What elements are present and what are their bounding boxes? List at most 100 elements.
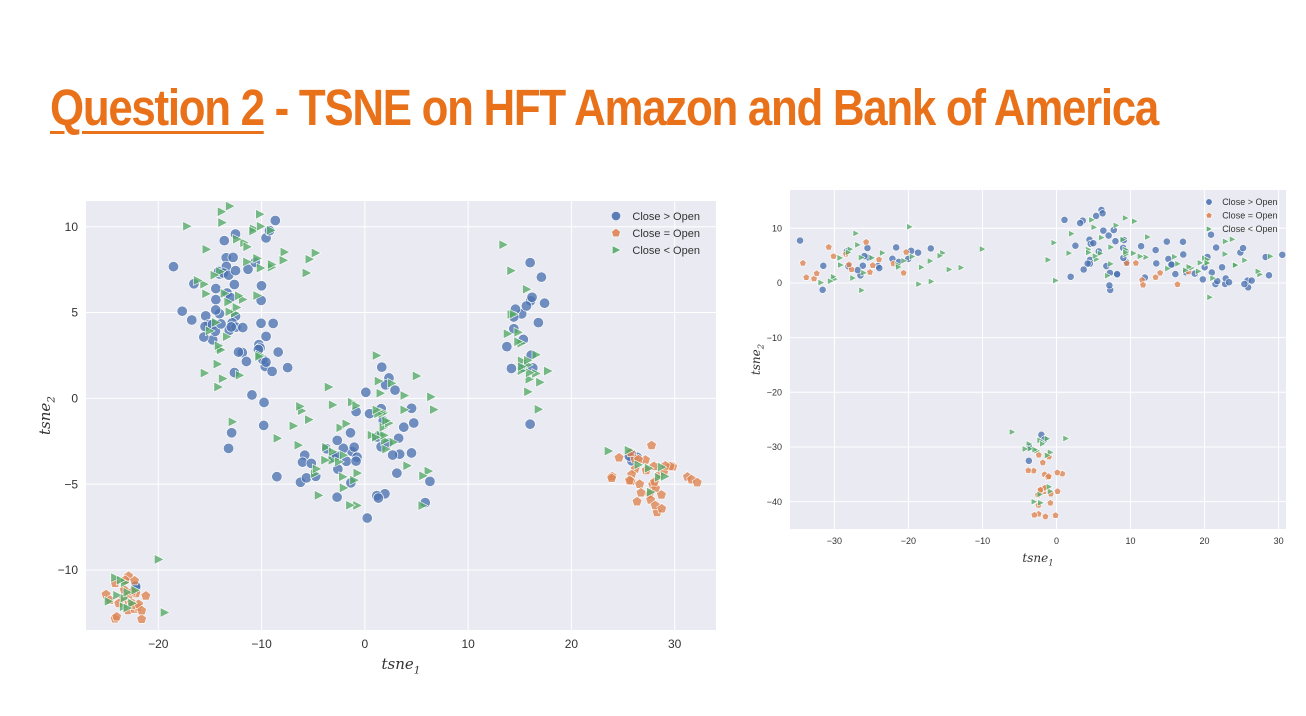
data-point <box>829 252 838 260</box>
data-point <box>845 260 853 268</box>
data-point <box>279 246 291 258</box>
series-1 <box>796 206 1287 465</box>
x-tick-label: 20 <box>1200 536 1210 546</box>
data-point <box>226 427 238 439</box>
data-point <box>341 418 353 430</box>
data-point <box>1156 269 1164 277</box>
data-point <box>218 235 230 247</box>
data-point <box>429 404 440 416</box>
data-point <box>212 358 224 370</box>
data-point <box>1076 219 1085 227</box>
data-point <box>349 474 361 486</box>
data-point <box>136 604 147 616</box>
x-tick-label: 0 <box>1054 536 1059 546</box>
data-point <box>1113 270 1121 278</box>
data-point <box>338 471 349 483</box>
data-point <box>918 263 926 272</box>
data-point <box>533 403 545 415</box>
data-point <box>154 554 165 565</box>
data-point <box>200 367 211 379</box>
data-point <box>603 445 615 457</box>
data-point <box>1130 249 1139 258</box>
data-point <box>1044 451 1052 460</box>
data-point <box>211 317 222 328</box>
data-point <box>1221 250 1230 258</box>
data-point <box>332 463 344 475</box>
data-point <box>819 261 828 270</box>
data-point <box>1232 261 1240 270</box>
x-axis-label: tsne1 <box>382 655 421 677</box>
data-point <box>256 220 267 232</box>
data-point <box>868 253 877 262</box>
data-point <box>1044 472 1053 480</box>
data-point <box>979 245 987 253</box>
data-point <box>513 336 525 348</box>
data-point <box>258 396 270 408</box>
data-point <box>926 257 935 265</box>
data-point <box>266 225 277 236</box>
data-point <box>235 369 246 381</box>
data-point <box>391 467 403 479</box>
scatter-chart-1: −20 −10 0 10 20 30 −10 −5 0 5 10 tsne1 tsne2 Close > … <box>36 200 716 677</box>
data-point <box>631 496 643 507</box>
x-tick-label: −10 <box>251 637 272 651</box>
y-tick-label: −40 <box>767 497 782 507</box>
data-point <box>945 265 954 274</box>
data-point <box>606 472 617 483</box>
legend: Close > Open Close = Open Close < Open <box>611 211 700 257</box>
data-point <box>136 613 147 624</box>
data-point <box>372 350 383 361</box>
data-point <box>234 290 245 302</box>
data-point <box>399 404 411 416</box>
y-tick-label: −20 <box>767 387 782 397</box>
data-point <box>926 244 935 253</box>
data-point <box>895 263 903 271</box>
data-point <box>331 491 343 503</box>
legend: Close > Open Close = Open Close < Open <box>1205 197 1277 234</box>
data-point <box>314 489 325 501</box>
data-point <box>1068 229 1076 238</box>
data-point <box>1053 468 1062 476</box>
data-point <box>1107 243 1116 251</box>
y-tick-label: −5 <box>64 477 78 491</box>
data-point <box>381 443 393 455</box>
data-point <box>406 402 418 414</box>
data-point <box>1024 456 1033 465</box>
data-point <box>1137 252 1145 261</box>
data-point <box>1207 230 1215 239</box>
data-point <box>858 253 866 262</box>
data-point <box>535 376 547 388</box>
legend-label: Close > Open <box>632 211 700 223</box>
data-point <box>258 419 270 431</box>
data-point <box>1212 243 1221 252</box>
data-point <box>1132 259 1140 267</box>
data-point <box>223 442 235 454</box>
plot-area <box>86 201 716 630</box>
data-point <box>224 306 236 318</box>
legend-marker <box>1206 225 1214 233</box>
data-point <box>405 447 417 459</box>
data-point <box>853 266 862 274</box>
data-point <box>849 274 858 282</box>
data-point <box>1079 265 1088 274</box>
data-point <box>827 277 835 285</box>
data-point <box>837 261 846 269</box>
data-point <box>1197 258 1205 267</box>
data-point <box>927 277 936 286</box>
data-point <box>520 300 532 312</box>
data-point <box>644 462 655 474</box>
data-point <box>1254 267 1263 276</box>
data-point <box>1207 268 1216 277</box>
data-point <box>255 208 266 220</box>
data-point <box>1152 259 1161 268</box>
data-point <box>328 446 339 458</box>
data-point <box>1142 253 1151 262</box>
data-point <box>331 434 343 446</box>
data-point <box>201 288 213 300</box>
data-point <box>836 254 845 262</box>
data-point <box>255 280 267 292</box>
x-tick-label: 10 <box>461 637 475 651</box>
data-point <box>225 200 236 212</box>
data-point <box>248 225 260 237</box>
data-point <box>1137 242 1145 251</box>
